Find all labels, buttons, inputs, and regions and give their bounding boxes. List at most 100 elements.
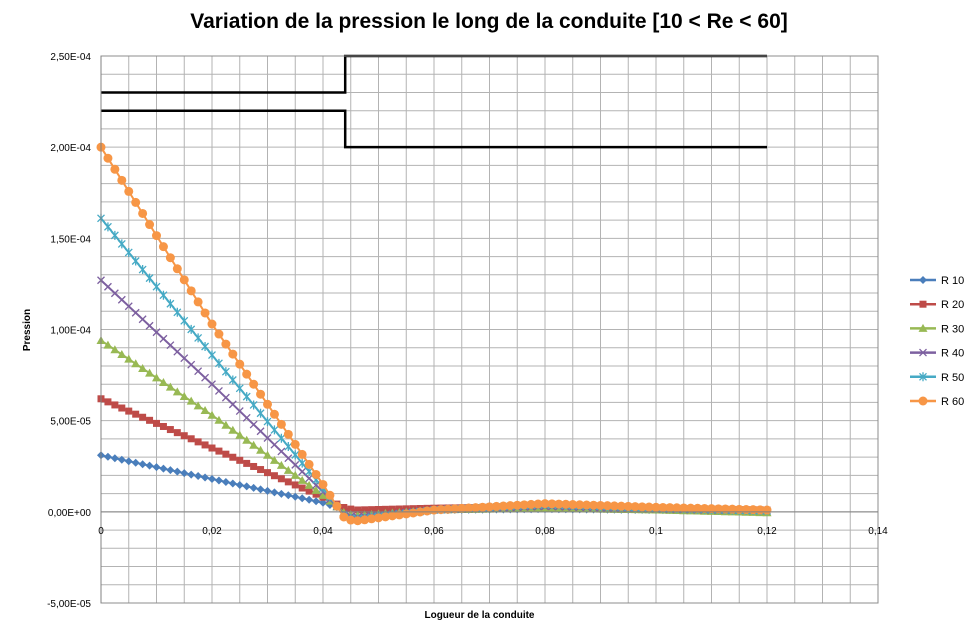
y-tick-label: 1,00E-04 — [50, 326, 91, 337]
legend-label: R 40 — [941, 348, 964, 360]
data-point — [215, 447, 223, 455]
data-point — [325, 490, 335, 500]
data-point — [526, 499, 536, 509]
data-point — [132, 410, 140, 418]
data-point — [630, 502, 640, 512]
data-point — [152, 328, 161, 337]
data-point — [103, 153, 113, 163]
data-point — [229, 453, 237, 461]
data-point — [485, 502, 494, 512]
data-point — [919, 372, 927, 382]
data-point — [249, 420, 258, 429]
data-point — [700, 503, 710, 513]
conduit-wall-line — [101, 109, 767, 149]
data-point — [207, 410, 217, 419]
data-point — [291, 460, 300, 469]
data-point — [312, 497, 321, 506]
data-point — [153, 419, 160, 427]
data-point — [450, 504, 460, 514]
data-point — [221, 367, 230, 377]
data-point — [200, 406, 210, 415]
data-point — [361, 506, 369, 514]
data-point — [422, 506, 432, 516]
data-point — [159, 464, 168, 473]
data-point — [918, 323, 928, 332]
data-point — [290, 470, 300, 479]
y-tick-label: 1,50E-04 — [50, 234, 91, 245]
data-point — [318, 479, 328, 489]
data-point — [187, 435, 195, 443]
data-point — [124, 457, 133, 466]
data-point — [919, 276, 927, 284]
legend-item: R 50 — [910, 372, 964, 384]
data-point — [179, 275, 189, 285]
data-point — [353, 516, 363, 526]
data-point — [297, 475, 307, 484]
data-point — [471, 503, 481, 513]
data-point — [194, 438, 202, 446]
data-point — [228, 375, 237, 385]
data-point — [283, 465, 293, 474]
legend-item: R 20 — [910, 299, 964, 311]
data-point — [554, 499, 564, 509]
data-point — [305, 487, 313, 495]
y-axis-title: Pression — [22, 309, 33, 351]
data-point — [125, 407, 133, 415]
data-point — [464, 503, 474, 513]
data-point — [256, 445, 266, 454]
data-point — [152, 463, 161, 472]
data-point — [277, 475, 285, 483]
data-point — [187, 360, 196, 369]
data-point — [596, 500, 605, 510]
data-point — [249, 483, 258, 492]
data-point — [665, 503, 675, 513]
data-point — [228, 349, 238, 359]
data-point — [117, 295, 126, 304]
data-point — [575, 500, 585, 510]
data-point — [201, 341, 210, 351]
x-tick-label: 0,04 — [313, 526, 333, 537]
data-point — [340, 504, 348, 512]
y-tick-label: -5,00E-05 — [47, 599, 91, 610]
data-point — [110, 230, 119, 240]
data-point — [298, 458, 307, 468]
data-point — [249, 400, 258, 410]
gridlines — [100, 55, 879, 604]
data-point — [257, 466, 265, 474]
data-point — [249, 440, 259, 449]
data-point — [228, 479, 237, 488]
data-point — [124, 302, 133, 311]
data-point — [179, 392, 189, 401]
data-point — [214, 358, 223, 368]
data-point — [193, 401, 203, 410]
data-point — [270, 472, 278, 480]
data-point — [346, 515, 356, 525]
data-point — [193, 297, 203, 307]
data-point — [110, 345, 120, 354]
data-point — [103, 282, 112, 291]
data-point — [187, 470, 196, 479]
data-point — [284, 454, 293, 463]
legend-item: R 60 — [910, 396, 964, 408]
data-point — [616, 501, 626, 511]
data-point — [208, 380, 216, 389]
y-tick-label: 2,50E-04 — [50, 52, 91, 63]
data-point — [180, 354, 189, 363]
legend-label: R 30 — [941, 323, 964, 335]
data-point — [919, 300, 927, 308]
data-point — [180, 432, 188, 440]
data-point — [186, 286, 196, 296]
data-point — [214, 386, 223, 395]
data-point — [131, 197, 141, 207]
data-point — [243, 459, 251, 467]
data-point — [318, 490, 328, 499]
data-point — [919, 348, 927, 357]
data-point — [291, 481, 299, 489]
data-point — [679, 503, 689, 513]
data-point — [457, 503, 467, 513]
x-tick-label: 0,06 — [424, 526, 444, 537]
data-point — [311, 485, 321, 494]
data-point — [166, 466, 175, 475]
data-point — [201, 473, 210, 482]
